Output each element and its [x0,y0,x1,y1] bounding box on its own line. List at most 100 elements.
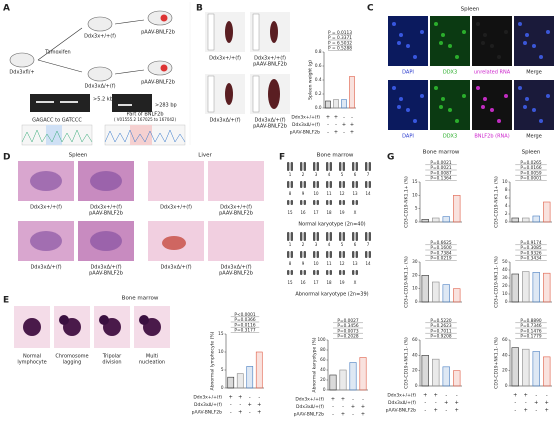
cell [546,94,550,98]
group-sign: + [455,408,459,414]
label: DDX3 [443,70,457,76]
bar [511,217,519,223]
chromosome [290,162,293,171]
cell [413,119,417,123]
p-value: P=0.0073 [337,328,358,334]
bar [246,366,254,389]
bar [432,217,440,223]
p-value: P = 0.0113 [328,30,352,36]
label: Ddx3xΔ/+(f) [220,265,251,271]
group-sign: - [249,395,251,401]
chromosome [300,251,303,258]
y-tick-label: 15 [412,179,418,184]
label: Spleen [69,153,88,159]
y-tick-label: 20 [412,272,418,277]
arrow [114,19,145,25]
group-sign: - [424,400,426,406]
chromosome-label: 6 [354,242,357,247]
p-value: P=0.0265 [520,160,541,166]
y-tick-label: 0 [415,299,418,304]
chromosome [355,251,358,258]
cell [539,55,543,59]
chromosome-label: 3 [315,242,318,247]
chromosome [339,162,342,171]
y-tick-label: 40 [412,352,418,357]
mouse-icon [147,60,173,76]
group-name: Ddx3x+/+(f) [295,397,324,403]
cell [441,33,445,37]
chromosome [352,270,355,275]
chromosome-label: 13 [352,261,358,266]
ruler [252,75,260,113]
label: unrelated RNA [474,70,511,76]
label: division [102,360,121,366]
label: >283 bp [155,103,177,109]
chromosome [339,200,342,205]
group-name: pAAV-BNLF2b [192,410,223,416]
y-tick-label: 10 [502,179,508,184]
label: Ddx3xΔ/+(f) [254,118,285,124]
spleen [270,21,278,43]
group-sign: + [361,404,365,410]
group-sign: + [444,400,448,406]
p-value: P=0.3177 [234,328,255,334]
bar [532,272,540,303]
y-tick-label: 40 [502,267,508,272]
chromosome-label: 8 [289,191,292,196]
chromosome [313,200,316,205]
label: Liver [198,153,212,159]
cell [518,22,522,26]
label: Ddx3x+/+(f) [30,205,62,211]
label: Ddx3xΔ/+(f) [209,118,240,124]
label: pAAV-BNLF2b [89,211,123,217]
p-value: P=0.1600 [430,245,451,251]
spleen [225,83,233,105]
p-value: P=0.0116 [234,322,255,328]
cell [434,86,438,90]
chromosome-label: 16 [300,210,306,215]
chromosome [329,270,332,275]
histology [148,161,204,201]
p-value: P=0.0001 [520,176,541,182]
label: ( V01555.2 167025 to 167042) [114,117,176,122]
cell [481,105,485,109]
group-sign: + [524,408,528,414]
bar [329,374,337,391]
y-tick-label: 100 [318,337,326,342]
chromosome-label: 7 [367,172,370,177]
y-tick-label: 10 [218,349,224,354]
p-value: P=0.2623 [430,323,451,329]
chromosome [326,200,329,205]
bar [349,362,357,391]
group-name: Ddx3x+/+(f) [193,395,222,401]
chromosome [326,270,329,275]
p-value: P=0.0021 [430,165,451,171]
chromosome-label: 11 [326,191,332,196]
chromosome-label: 19 [339,210,345,215]
tumor-icon [160,14,168,22]
label: Spleen [522,150,541,156]
label: lymphocyte [17,360,46,366]
panel-letter: C [367,4,374,14]
group-sign: - [445,408,447,414]
chromosome [303,181,306,188]
group-sign: - [445,393,447,399]
chromosome-label: 19 [339,280,345,285]
label: Ddx3xfl/+ [9,70,34,76]
group-sign: + [351,404,355,410]
group-sign: + [455,400,459,406]
p-value: P=0.1364 [430,176,451,182]
chromosome [287,181,290,188]
chromosome-label: 10 [313,261,319,266]
chromosome-label: 17 [313,280,319,285]
chromosome [342,200,345,205]
chromosome [329,200,332,205]
group-sign: + [331,397,335,403]
chromosome-label: 4 [328,172,331,177]
y-tick-label: 0.2 [315,91,322,96]
label: Bone marrow [317,153,354,159]
y-tick-label: 0.8 [315,49,322,54]
label: Bone marrow [122,296,159,302]
cell [476,22,480,26]
